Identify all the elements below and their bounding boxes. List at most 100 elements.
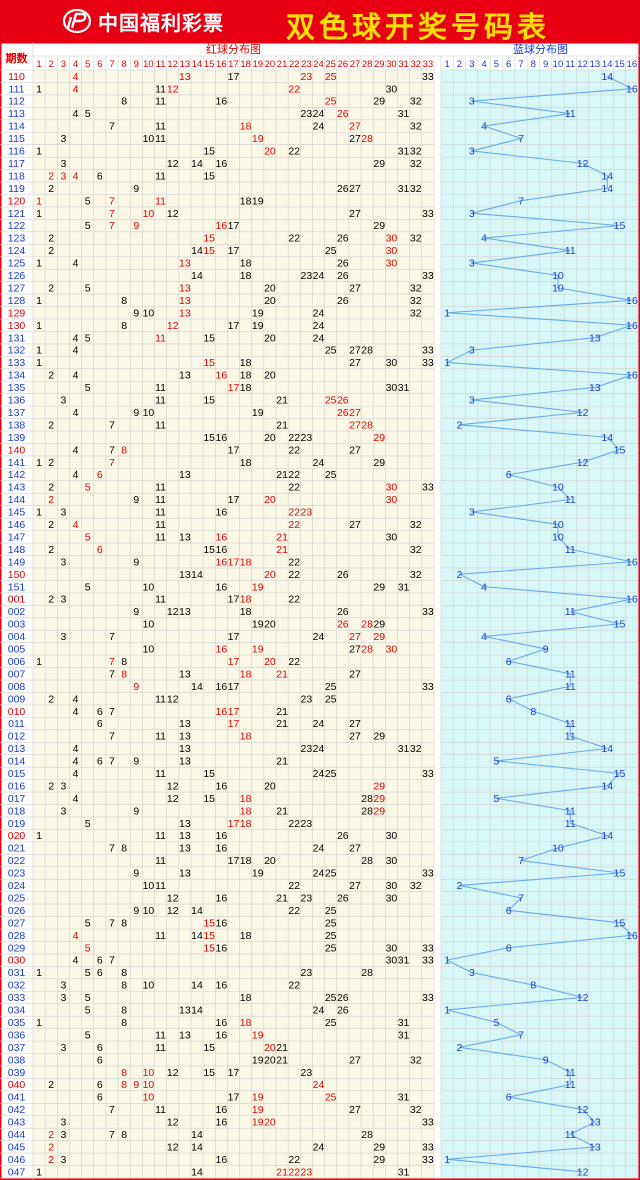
red-ball-number: 24 bbox=[313, 768, 325, 780]
red-column-label: 8 bbox=[121, 59, 126, 70]
red-ball-number: 7 bbox=[109, 706, 115, 718]
red-ball-number: 30 bbox=[386, 880, 398, 892]
red-ball-number: 5 bbox=[85, 581, 91, 593]
red-ball-number: 27 bbox=[349, 1104, 361, 1116]
red-column-label: 5 bbox=[85, 59, 90, 70]
red-ball-number: 13 bbox=[179, 370, 191, 382]
red-column-label: 1 bbox=[36, 59, 41, 70]
period-label: 121 bbox=[8, 208, 26, 220]
red-ball-number: 23 bbox=[301, 432, 313, 444]
red-ball-number: 24 bbox=[313, 718, 325, 730]
red-ball-number: 26 bbox=[337, 407, 349, 419]
red-ball-number: 9 bbox=[133, 307, 139, 319]
red-ball-number: 28 bbox=[361, 419, 373, 431]
red-ball-number: 7 bbox=[109, 756, 115, 768]
red-ball-number: 14 bbox=[191, 1005, 203, 1017]
period-label: 017 bbox=[8, 793, 26, 805]
red-ball-number: 11 bbox=[155, 507, 166, 519]
blue-ball-number: 12 bbox=[577, 992, 589, 1004]
blue-ball-number: 11 bbox=[565, 1079, 576, 1091]
red-ball-number: 8 bbox=[121, 1017, 127, 1029]
period-label: 119 bbox=[8, 183, 25, 195]
red-ball-number: 5 bbox=[85, 220, 91, 232]
red-ball-number: 18 bbox=[240, 668, 252, 680]
blue-ball-number: 1 bbox=[444, 955, 450, 967]
blue-ball-number: 14 bbox=[601, 830, 613, 842]
red-ball-number: 6 bbox=[97, 955, 103, 967]
red-ball-number: 1 bbox=[36, 967, 42, 979]
red-ball-number: 31 bbox=[398, 1166, 410, 1178]
period-label: 024 bbox=[8, 880, 26, 892]
red-ball-number: 22 bbox=[288, 880, 300, 892]
red-ball-number: 11 bbox=[155, 170, 166, 182]
red-ball-number: 14 bbox=[191, 158, 203, 170]
red-ball-number: 9 bbox=[133, 407, 139, 419]
red-ball-number: 19 bbox=[252, 1092, 264, 1104]
red-ball-number: 11 bbox=[155, 482, 166, 494]
red-ball-number: 10 bbox=[143, 208, 155, 220]
red-ball-number: 16 bbox=[215, 556, 227, 568]
red-ball-number: 2 bbox=[48, 370, 54, 382]
red-ball-number: 29 bbox=[373, 1154, 385, 1166]
period-label: 132 bbox=[8, 345, 26, 357]
blue-ball-number: 3 bbox=[469, 967, 475, 979]
red-ball-number: 19 bbox=[252, 868, 264, 880]
red-ball-number: 18 bbox=[240, 930, 252, 942]
red-ball-number: 2 bbox=[48, 519, 54, 531]
blue-column-label: 11 bbox=[565, 59, 575, 70]
red-ball-number: 24 bbox=[313, 1005, 325, 1017]
red-ball-number: 17 bbox=[228, 494, 240, 506]
red-ball-number: 13 bbox=[179, 668, 191, 680]
red-ball-number: 19 bbox=[252, 307, 264, 319]
red-ball-number: 32 bbox=[410, 96, 422, 108]
red-ball-number: 6 bbox=[97, 967, 103, 979]
red-ball-number: 5 bbox=[85, 531, 91, 543]
period-label: 129 bbox=[8, 307, 26, 319]
red-ball-number: 30 bbox=[386, 83, 398, 95]
red-ball-number: 33 bbox=[422, 482, 434, 494]
red-ball-number: 1 bbox=[36, 146, 42, 158]
red-ball-number: 17 bbox=[228, 818, 240, 830]
red-ball-number: 5 bbox=[85, 108, 91, 120]
red-column-label: 2 bbox=[49, 59, 54, 70]
red-ball-number: 2 bbox=[48, 183, 54, 195]
red-ball-number: 26 bbox=[337, 395, 349, 407]
red-ball-number: 3 bbox=[60, 980, 66, 992]
red-column-label: 7 bbox=[109, 59, 114, 70]
red-ball-number: 13 bbox=[179, 1029, 191, 1041]
red-column-label: 25 bbox=[325, 59, 336, 70]
red-ball-number: 30 bbox=[386, 942, 398, 954]
red-ball-number: 3 bbox=[60, 631, 66, 643]
red-ball-number: 18 bbox=[240, 258, 252, 270]
red-ball-number: 5 bbox=[85, 1005, 91, 1017]
blue-ball-number: 6 bbox=[506, 905, 512, 917]
blue-ball-number: 10 bbox=[552, 843, 564, 855]
red-ball-number: 24 bbox=[313, 457, 325, 469]
red-ball-number: 20 bbox=[264, 569, 276, 581]
red-ball-number: 7 bbox=[109, 195, 115, 207]
red-ball-number: 11 bbox=[155, 594, 166, 606]
red-ball-number: 4 bbox=[73, 444, 79, 456]
period-label: 133 bbox=[8, 357, 26, 369]
red-ball-number: 19 bbox=[252, 1029, 264, 1041]
period-label: 035 bbox=[8, 1017, 26, 1029]
blue-column-label: 5 bbox=[494, 59, 499, 70]
red-ball-number: 5 bbox=[85, 942, 91, 954]
red-ball-number: 3 bbox=[60, 507, 66, 519]
red-ball-number: 7 bbox=[109, 121, 115, 133]
red-ball-number: 27 bbox=[349, 282, 361, 294]
blue-ball-number: 11 bbox=[565, 606, 576, 618]
red-ball-number: 25 bbox=[325, 1017, 337, 1029]
period-label: 045 bbox=[8, 1141, 26, 1153]
red-ball-number: 19 bbox=[252, 1117, 264, 1129]
red-ball-number: 27 bbox=[349, 880, 361, 892]
red-ball-number: 12 bbox=[167, 793, 179, 805]
red-ball-number: 1 bbox=[36, 1017, 42, 1029]
blue-ball-number: 7 bbox=[518, 1029, 524, 1041]
red-ball-number: 19 bbox=[252, 320, 264, 332]
period-label: 030 bbox=[8, 955, 26, 967]
red-ball-number: 32 bbox=[410, 233, 422, 245]
red-ball-number: 27 bbox=[349, 631, 361, 643]
period-label: 113 bbox=[8, 108, 25, 120]
red-ball-number: 6 bbox=[97, 1054, 103, 1066]
